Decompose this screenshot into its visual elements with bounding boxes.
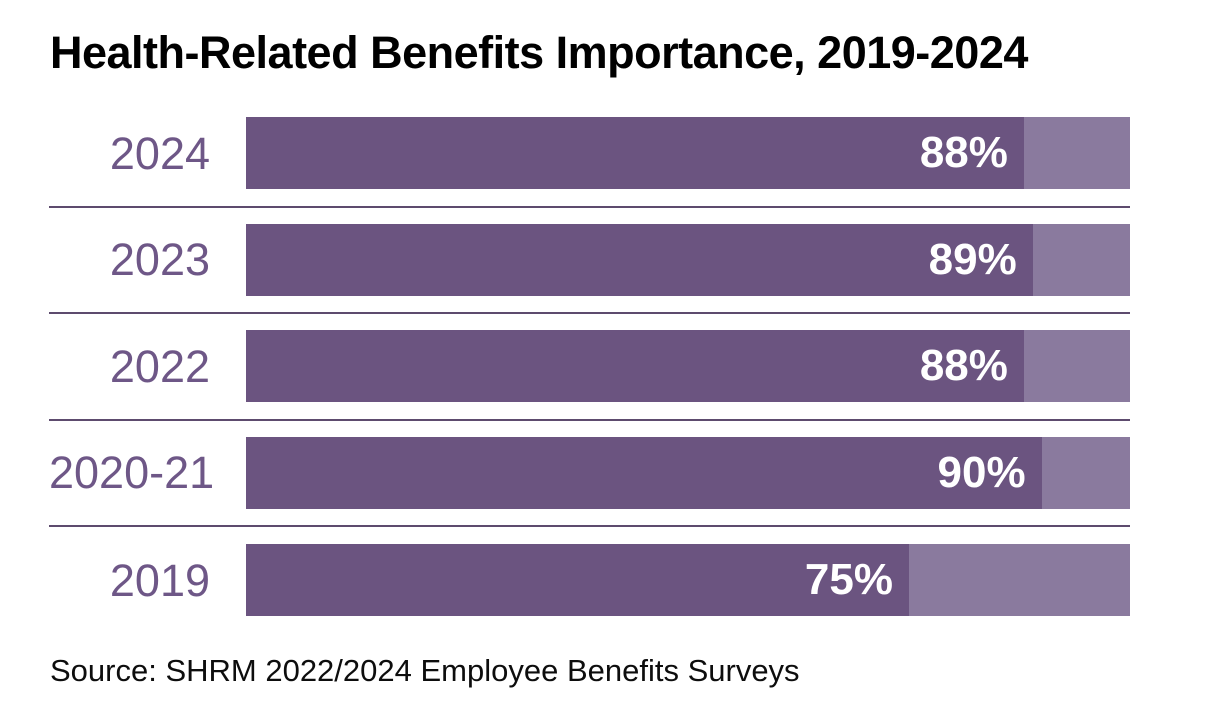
bar-track: 88% (246, 117, 1130, 190)
chart-row: 2024 88% (49, 101, 1130, 208)
bar-chart: 2024 88% 2023 89% 2022 88% 2020-21 (49, 101, 1130, 634)
bar-fill: 89% (246, 223, 1033, 296)
year-label: 2020-21 (49, 447, 215, 499)
bar-track: 89% (246, 223, 1130, 296)
chart-row: 2023 89% (49, 208, 1130, 314)
bar-fill: 90% (246, 436, 1042, 509)
value-label: 88% (919, 341, 1008, 391)
source-note: Source: SHRM 2022/2024 Employee Benefits… (50, 653, 800, 688)
page-title: Health-Related Benefits Importance, 2019… (50, 27, 1028, 78)
year-label: 2019 (109, 554, 210, 606)
year-label: 2022 (109, 340, 210, 392)
bar-track: 90% (246, 436, 1130, 509)
value-label: 89% (928, 234, 1017, 284)
chart-row: 2019 75% (49, 527, 1130, 634)
value-label: 90% (937, 447, 1026, 497)
bar-fill: 88% (246, 117, 1024, 190)
year-label: 2023 (109, 234, 210, 286)
bar-track: 75% (246, 544, 1130, 617)
value-label: 88% (919, 128, 1008, 178)
bar-fill: 75% (246, 544, 909, 617)
chart-row: 2022 88% (49, 314, 1130, 421)
bar-fill: 88% (246, 330, 1024, 403)
bar-track: 88% (246, 330, 1130, 403)
chart-row: 2020-21 90% (49, 421, 1130, 527)
year-label: 2024 (109, 127, 210, 179)
value-label: 75% (804, 555, 893, 605)
